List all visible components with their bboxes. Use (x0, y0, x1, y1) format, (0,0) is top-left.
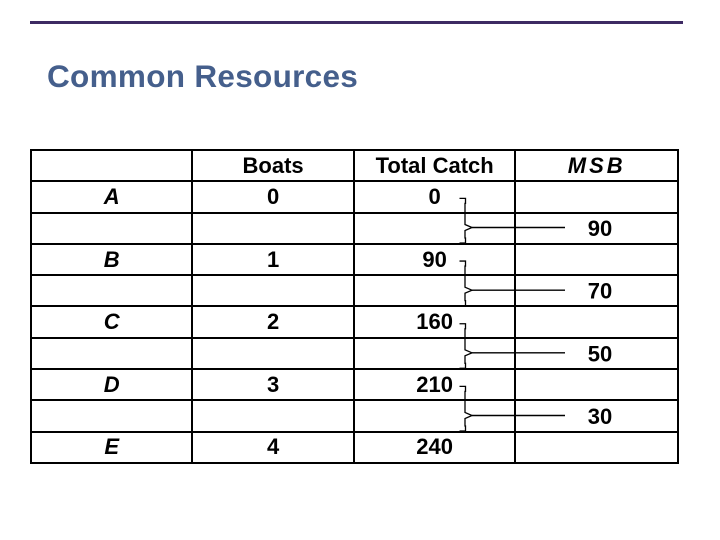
svg-text:50: 50 (588, 341, 612, 366)
svg-text:70: 70 (588, 279, 612, 304)
svg-text:90: 90 (588, 216, 612, 241)
svg-text:30: 30 (588, 404, 612, 429)
